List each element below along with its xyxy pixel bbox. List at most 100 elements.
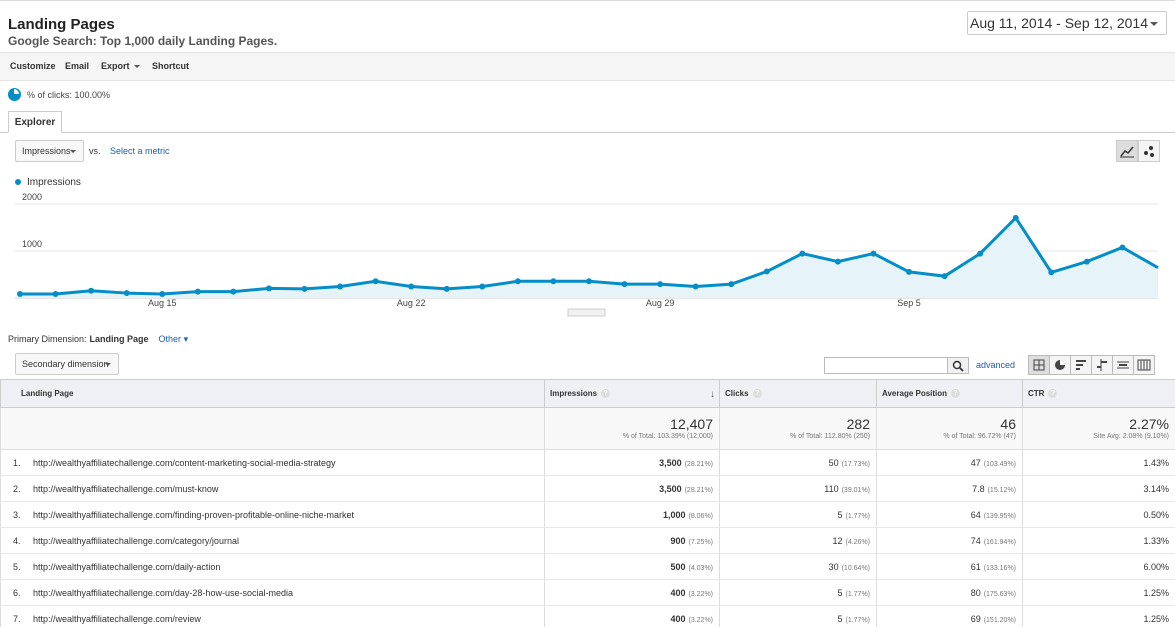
data-point[interactable]	[88, 287, 95, 294]
term-cloud-view-button[interactable]	[1112, 355, 1134, 375]
avg-position-value: 74	[970, 535, 981, 546]
col-header-landing-page[interactable]: Landing Page	[0, 379, 545, 408]
data-point[interactable]	[159, 291, 166, 297]
col-header-avg-position[interactable]: Average Position?	[876, 379, 1023, 408]
total-sub: % of Total: 112.80% (250)	[790, 433, 870, 440]
table-row[interactable]: 6. http://wealthyaffiliatechallenge.com/d…	[0, 579, 1175, 606]
data-point[interactable]	[443, 285, 450, 292]
impressions-value: 3,500	[659, 483, 682, 494]
data-point[interactable]	[408, 283, 415, 290]
data-point[interactable]	[621, 281, 628, 288]
data-point[interactable]	[657, 281, 664, 288]
col-label: Average Position	[882, 388, 948, 398]
data-point[interactable]	[52, 291, 59, 297]
data-point[interactable]	[301, 285, 308, 292]
data-point[interactable]	[728, 281, 735, 288]
avg-position-pct: (139.95%)	[983, 512, 1016, 520]
pivot-view-button[interactable]	[1133, 355, 1155, 375]
table-row[interactable]: 3. http://wealthyaffiliatechallenge.com/f…	[0, 501, 1175, 528]
clicks-pct: (1.77%)	[845, 512, 870, 520]
table-row[interactable]: 4. http://wealthyaffiliatechallenge.com/c…	[0, 527, 1175, 554]
data-point[interactable]	[977, 250, 984, 257]
table-row[interactable]: 5. http://wealthyaffiliatechallenge.com/d…	[0, 553, 1175, 580]
data-point[interactable]	[799, 250, 806, 257]
secondary-dimension-select[interactable]: Secondary dimension	[15, 353, 119, 375]
data-point[interactable]	[906, 268, 913, 275]
data-point[interactable]	[194, 288, 201, 295]
data-point[interactable]	[514, 278, 521, 285]
comparison-icon	[1097, 359, 1107, 371]
data-point[interactable]	[337, 283, 344, 290]
customize-button[interactable]: Customize	[10, 61, 56, 71]
row-index: 3.	[13, 509, 21, 520]
avg-position-cell: 64 (139.95%)	[876, 501, 1023, 528]
data-point[interactable]	[372, 278, 379, 285]
shortcut-button[interactable]: Shortcut	[152, 61, 189, 71]
table-row[interactable]: 7. http://wealthyaffiliatechallenge.com/r…	[0, 605, 1175, 627]
data-point[interactable]	[123, 290, 130, 297]
landing-page-link[interactable]: http://wealthyaffiliatechallenge.com/fin…	[33, 509, 355, 520]
table-row[interactable]: 1. http://wealthyaffiliatechallenge.com/c…	[0, 449, 1175, 476]
impressions-value: 500	[670, 561, 686, 572]
search-button[interactable]	[947, 357, 969, 374]
other-dimension-link[interactable]: Other ▾	[158, 334, 189, 344]
data-point[interactable]	[692, 283, 699, 290]
help-icon[interactable]: ?	[951, 389, 961, 399]
landing-page-link[interactable]: http://wealthyaffiliatechallenge.com/mus…	[33, 483, 219, 494]
tab-explorer[interactable]: Explorer	[8, 111, 62, 133]
data-point[interactable]	[265, 285, 272, 292]
avg-position-value: 47	[970, 457, 981, 468]
clicks-value: 110	[824, 483, 839, 494]
data-point[interactable]	[1012, 214, 1019, 221]
help-icon[interactable]: ?	[601, 389, 611, 399]
table-row[interactable]: 2. http://wealthyaffiliatechallenge.com/m…	[0, 475, 1175, 502]
date-range-picker[interactable]: Aug 11, 2014 - Sep 12, 2014	[967, 11, 1167, 35]
col-header-ctr[interactable]: CTR?	[1022, 379, 1175, 408]
help-icon[interactable]: ?	[1048, 389, 1058, 399]
performance-view-button[interactable]	[1070, 355, 1092, 375]
impressions-cell: 400 (3.22%)	[544, 579, 720, 606]
ctr-cell: 3.14%	[1022, 475, 1175, 502]
landing-page-cell: 3. http://wealthyaffiliatechallenge.com/f…	[0, 501, 545, 528]
tab-bar: Explorer	[0, 111, 1175, 133]
data-table-view-button[interactable]	[1028, 355, 1050, 375]
metric-select[interactable]: Impressions	[15, 140, 84, 162]
select-metric-link[interactable]: Select a metric	[110, 146, 170, 156]
data-point[interactable]	[763, 268, 770, 275]
landing-page-link[interactable]: http://wealthyaffiliatechallenge.com/con…	[33, 457, 336, 468]
primary-dimension-value[interactable]: Landing Page	[89, 334, 149, 344]
data-point[interactable]	[834, 258, 841, 265]
data-point[interactable]	[870, 250, 877, 257]
help-icon[interactable]: ?	[752, 389, 762, 399]
impressions-value: 900	[670, 535, 686, 546]
page-subtitle: Google Search: Top 1,000 daily Landing P…	[8, 34, 278, 48]
percentage-view-button[interactable]	[1049, 355, 1071, 375]
export-button[interactable]: Export	[101, 61, 140, 71]
clicks-pct: (1.77%)	[845, 590, 870, 598]
data-point[interactable]	[230, 288, 237, 295]
clicks-pct: (4.26%)	[845, 538, 870, 546]
col-header-impressions[interactable]: Impressions? ↓	[544, 379, 720, 408]
data-point[interactable]	[479, 283, 486, 290]
col-header-clicks[interactable]: Clicks?	[719, 379, 877, 408]
data-point[interactable]	[941, 273, 948, 280]
clicks-pct: (39.01%)	[841, 486, 870, 494]
data-point[interactable]	[586, 278, 592, 285]
data-point[interactable]	[1048, 269, 1055, 276]
comparison-view-button[interactable]	[1091, 355, 1113, 375]
landing-page-link[interactable]: http://wealthyaffiliatechallenge.com/rev…	[33, 613, 201, 624]
data-point[interactable]	[17, 291, 23, 297]
ctr-value: 1.43%	[1143, 457, 1169, 468]
landing-page-link[interactable]: http://wealthyaffiliatechallenge.com/cat…	[33, 535, 239, 546]
advanced-filter-link[interactable]: advanced	[976, 360, 1016, 370]
data-point[interactable]	[1119, 244, 1126, 251]
landing-page-link[interactable]: http://wealthyaffiliatechallenge.com/dai…	[33, 561, 221, 572]
line-chart-view-button[interactable]	[1116, 140, 1138, 162]
motion-chart-view-button[interactable]	[1138, 140, 1160, 162]
landing-page-link[interactable]: http://wealthyaffiliatechallenge.com/day…	[33, 587, 293, 598]
table-filter-input[interactable]	[824, 357, 948, 374]
email-button[interactable]: Email	[65, 61, 90, 71]
data-point[interactable]	[1083, 258, 1090, 265]
data-point[interactable]	[550, 278, 557, 285]
chart-resize-handle[interactable]	[567, 308, 606, 317]
